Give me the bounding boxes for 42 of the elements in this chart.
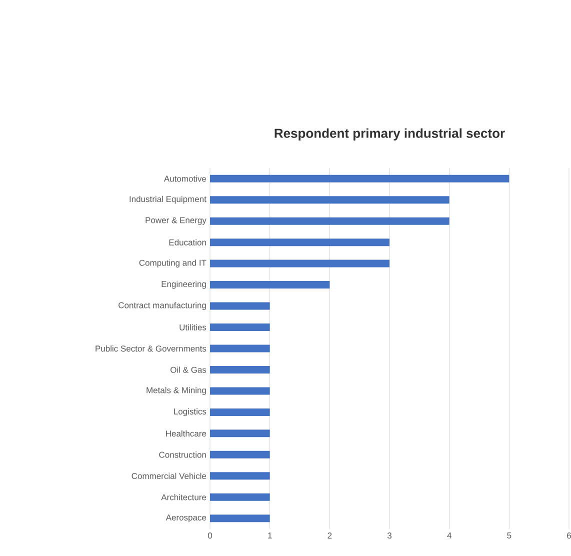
y-tick-label: Computing and IT — [139, 260, 206, 268]
bar — [210, 238, 390, 246]
bar — [210, 174, 510, 182]
y-tick-label: Education — [169, 239, 206, 246]
y-tick-label: Architecture — [161, 494, 206, 500]
bar — [210, 430, 270, 438]
y-tick-label: Logistics — [174, 408, 206, 416]
y-tick-label: Oil & Gas — [170, 366, 206, 373]
y-tick-label: Industrial Equipment — [130, 196, 206, 204]
y-tick-label: Healthcare — [166, 430, 206, 437]
bar — [210, 324, 270, 332]
y-tick-label: Commercial Vehicle — [132, 472, 206, 480]
y-tick-label: Utilities — [180, 324, 206, 330]
x-tick-label: 6 — [567, 532, 571, 539]
y-tick-label: Aerospace — [166, 514, 206, 522]
y-tick-label: Public Sector & Governments — [96, 345, 206, 352]
x-tick-label: 0 — [208, 532, 212, 539]
bar — [210, 514, 270, 522]
y-tick-label: Metals & Mining — [146, 386, 206, 395]
y-tick-label: Power & Energy — [146, 217, 206, 225]
chart-title: Respondent primary industrial sector — [274, 128, 505, 140]
x-tick-label: 2 — [328, 532, 332, 538]
bar — [210, 366, 270, 374]
bar — [210, 217, 450, 225]
bar — [210, 260, 390, 268]
y-tick-label: Contract manufacturing — [118, 302, 206, 310]
y-tick-label: Construction — [159, 452, 206, 458]
bar — [210, 408, 270, 416]
bar — [210, 472, 270, 480]
x-tick-label: 4 — [447, 532, 452, 538]
bar — [210, 493, 270, 501]
y-tick-label: Automotive — [164, 175, 206, 182]
bar — [210, 387, 270, 395]
bar — [210, 450, 270, 458]
bar — [210, 344, 270, 352]
x-tick-label: 1 — [268, 532, 272, 538]
y-tick-label: Engineering — [162, 280, 206, 289]
bar — [210, 302, 270, 310]
x-tick-label: 5 — [507, 532, 512, 538]
bar — [210, 281, 330, 289]
x-tick-label: 3 — [387, 532, 392, 539]
bar — [210, 196, 450, 204]
